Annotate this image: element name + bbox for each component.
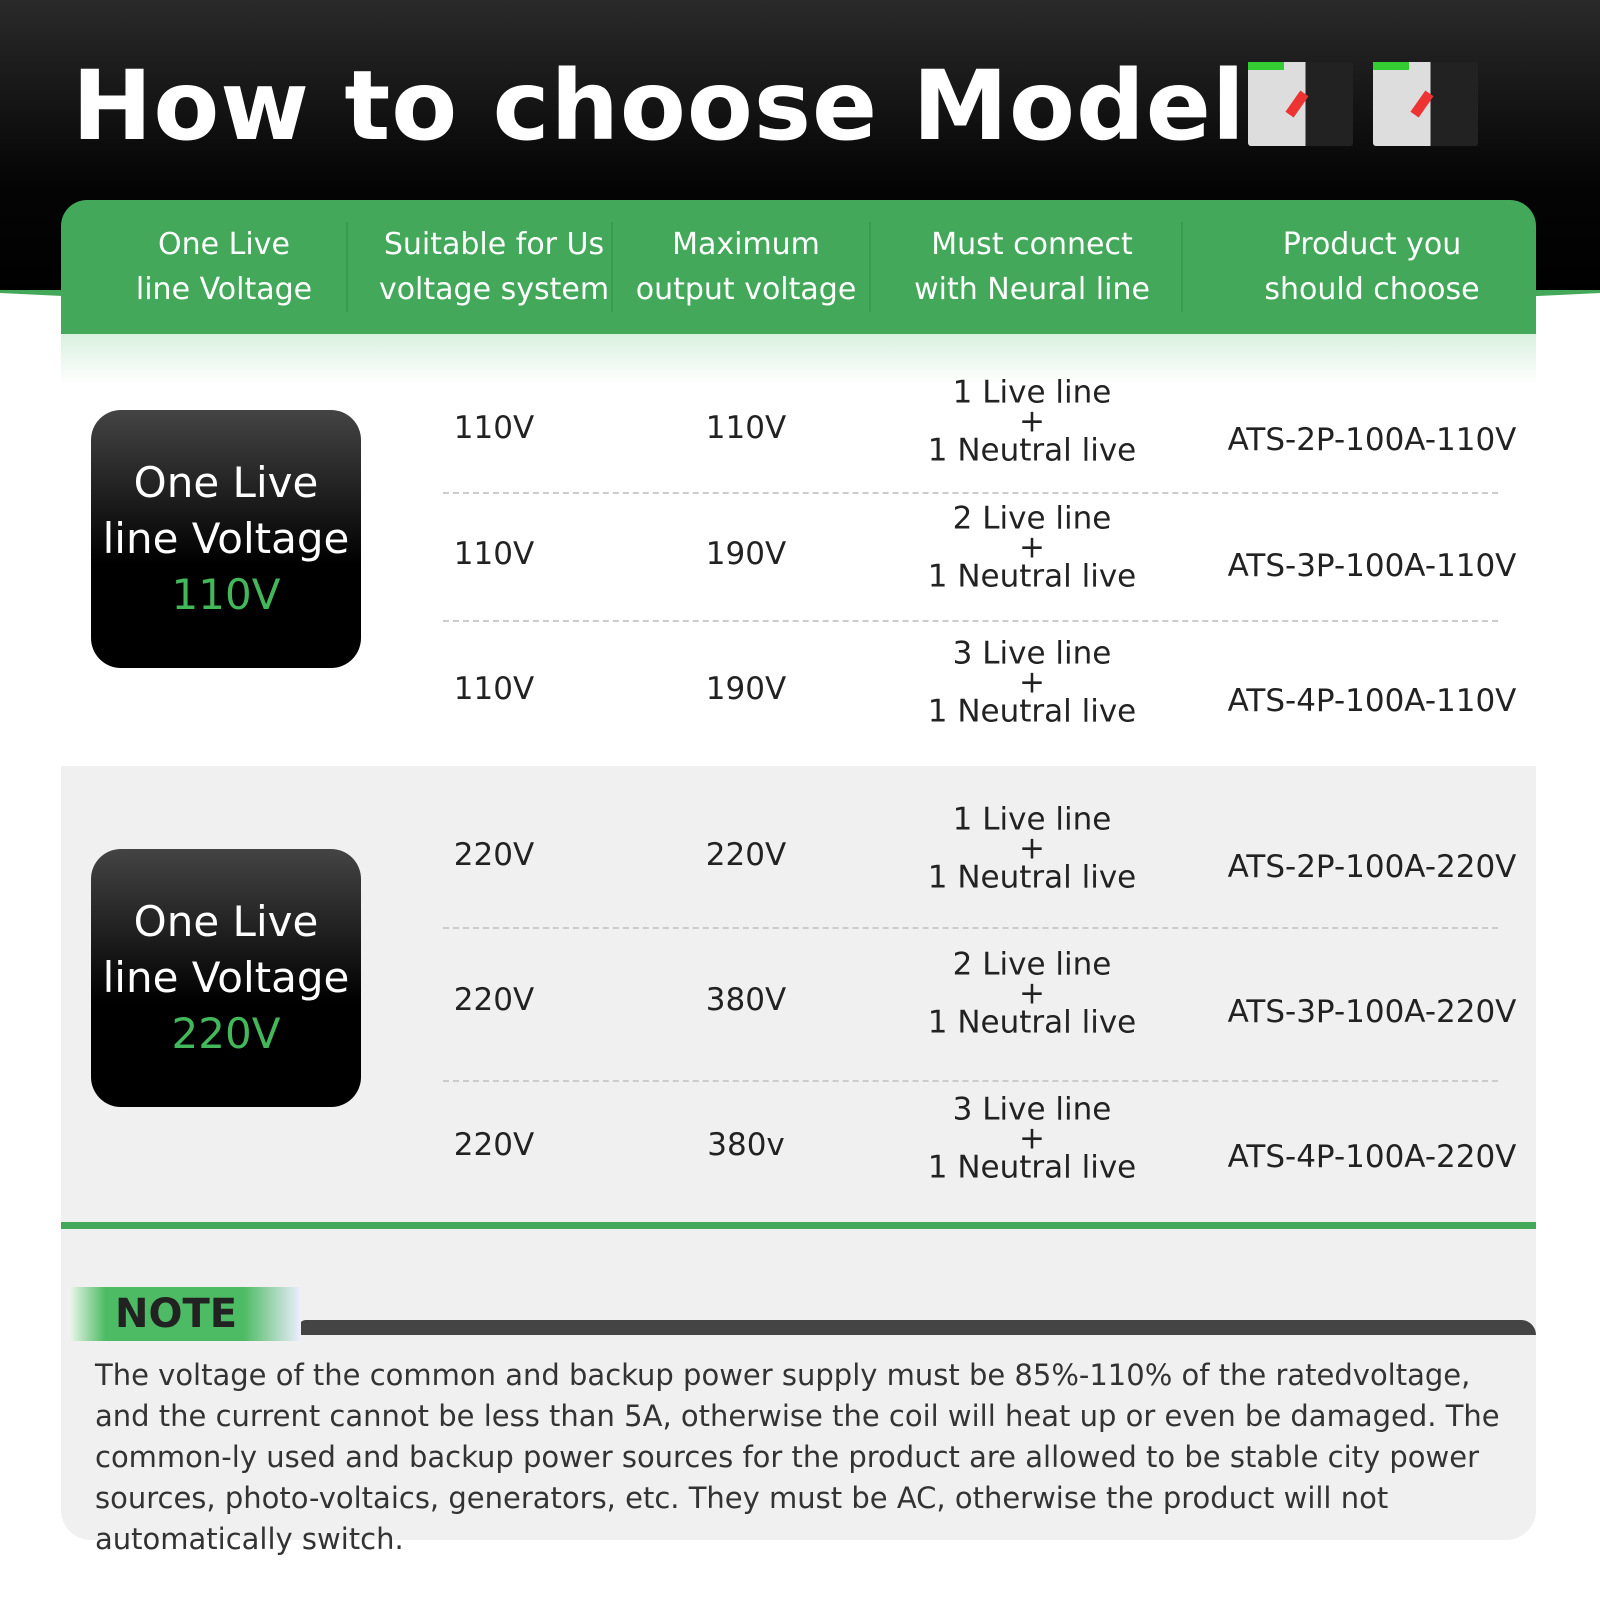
neutral-line: 1 Neutral live — [927, 693, 1137, 730]
plus: + — [1019, 1120, 1045, 1157]
plus: + — [1019, 529, 1045, 566]
badge-line: One Live — [133, 458, 319, 507]
note-box: NOTE The voltage of the common and backu… — [61, 1265, 1536, 1556]
column-separator — [869, 222, 871, 312]
column-separator — [346, 222, 348, 312]
connection: 3 Live line +1 Neutral live — [927, 635, 1137, 730]
connection: 3 Live line +1 Neutral live — [927, 1091, 1137, 1186]
column-header: Suitable for Us voltage system — [378, 227, 610, 307]
note-label: NOTE — [71, 1287, 301, 1341]
badge-line: line Voltage — [102, 953, 350, 1002]
badge-line: line Voltage — [102, 514, 350, 563]
product-model: ATS-2P-100A-110V — [1227, 422, 1517, 458]
output-voltage: 380v — [707, 1127, 785, 1163]
output-voltage: 220V — [705, 837, 787, 873]
system-voltage: 110V — [453, 410, 535, 446]
live-lines: 2 Live line — [952, 946, 1112, 983]
badge-voltage: 110V — [171, 570, 281, 619]
column-separator — [611, 222, 613, 312]
product-model: ATS-2P-100A-220V — [1227, 849, 1517, 885]
voltage-badge: One Live line Voltage 220V — [91, 849, 361, 1107]
note-text: The voltage of the common and backup pow… — [95, 1358, 1500, 1556]
product-image-2p — [1248, 62, 1353, 146]
product-image-4p — [1373, 62, 1478, 146]
live-lines: 1 Live line — [952, 801, 1112, 838]
product-model: ATS-3P-100A-220V — [1227, 994, 1517, 1030]
output-voltage: 380V — [705, 982, 787, 1018]
neutral-line: 1 Neutral live — [927, 432, 1137, 469]
row-divider — [443, 492, 1498, 494]
neutral-line: 1 Neutral live — [927, 1004, 1137, 1041]
column-header: Maximum output voltage — [635, 227, 857, 307]
column-separator — [1181, 222, 1183, 312]
connection: 1 Live line +1 Neutral live — [927, 374, 1137, 469]
connection: 2 Live line +1 Neutral live — [927, 946, 1137, 1041]
row-divider — [443, 927, 1498, 929]
plus: + — [1019, 830, 1045, 867]
row-divider — [443, 620, 1498, 622]
live-lines: 1 Live line — [952, 374, 1112, 411]
row-divider — [443, 1080, 1498, 1082]
connection: 1 Live line +1 Neutral live — [927, 801, 1137, 896]
table-bottom-line — [61, 1222, 1536, 1229]
system-voltage: 110V — [453, 671, 535, 707]
system-voltage: 220V — [453, 837, 535, 873]
column-header: One Live line Voltage — [135, 227, 313, 307]
system-voltage: 220V — [453, 982, 535, 1018]
page-title: How to choose Model ? — [72, 50, 1337, 162]
output-voltage: 190V — [705, 536, 787, 572]
model-table: One Live line Voltage Suitable for Us vol… — [61, 200, 1536, 1422]
live-lines: 2 Live line — [952, 500, 1112, 537]
badge-voltage: 220V — [171, 1009, 281, 1058]
plus: + — [1019, 664, 1045, 701]
plus: + — [1019, 975, 1045, 1012]
neutral-line: 1 Neutral live — [927, 558, 1137, 595]
column-header: Must connect with Neural line — [914, 227, 1150, 307]
product-model: ATS-3P-100A-110V — [1227, 548, 1517, 584]
product-images — [1248, 62, 1478, 146]
plus: + — [1019, 403, 1045, 440]
product-model: ATS-4P-100A-220V — [1227, 1139, 1517, 1175]
output-voltage: 190V — [705, 671, 787, 707]
neutral-line: 1 Neutral live — [927, 859, 1137, 896]
system-voltage: 110V — [453, 536, 535, 572]
live-lines: 3 Live line — [952, 1091, 1112, 1128]
column-header: Product you should choose — [1264, 227, 1480, 307]
table-header — [61, 200, 1536, 334]
live-lines: 3 Live line — [952, 635, 1112, 672]
product-model: ATS-4P-100A-110V — [1227, 683, 1517, 719]
system-voltage: 220V — [453, 1127, 535, 1163]
voltage-badge: One Live line Voltage 110V — [91, 410, 361, 668]
output-voltage: 110V — [705, 410, 787, 446]
note-bar — [299, 1320, 1536, 1335]
neutral-line: 1 Neutral live — [927, 1149, 1137, 1186]
badge-line: One Live — [133, 897, 319, 946]
connection: 2 Live line +1 Neutral live — [927, 500, 1137, 595]
